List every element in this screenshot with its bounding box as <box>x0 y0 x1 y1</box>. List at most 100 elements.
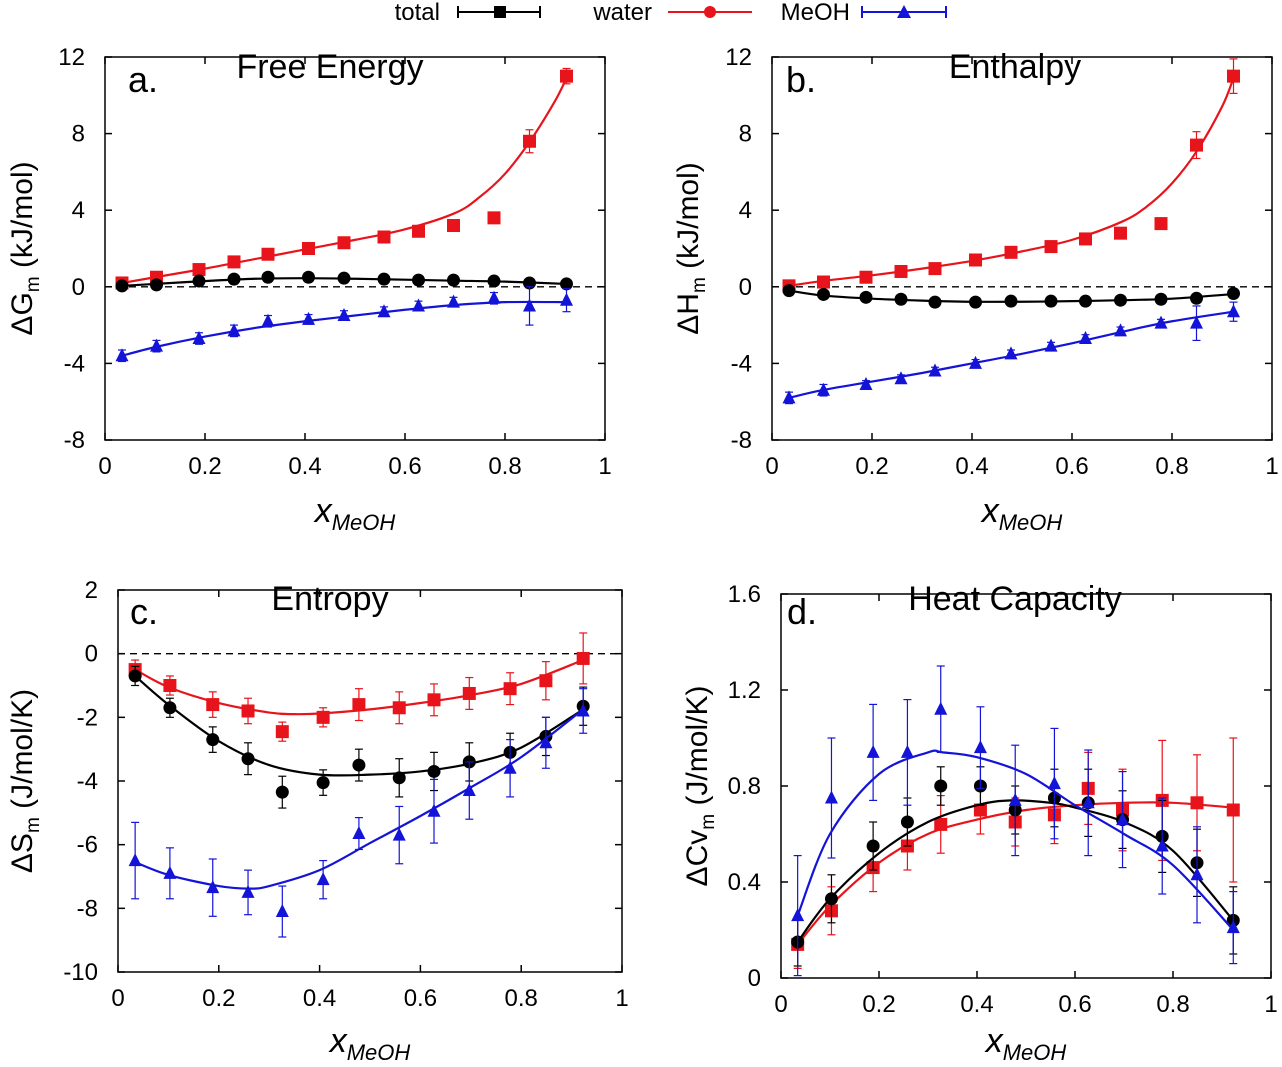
x-tick-label: 0 <box>774 991 787 1018</box>
data-point-total <box>150 278 163 292</box>
fit-line-water <box>796 801 1234 946</box>
data-point-meoh <box>377 304 391 318</box>
y-tick-label: -4 <box>64 350 85 377</box>
data-point-total <box>859 290 873 304</box>
legend-entry-total: total <box>395 0 541 26</box>
x-tick-label: 0.4 <box>955 453 988 480</box>
data-point-meoh <box>523 298 536 312</box>
x-tick-label: 0.2 <box>202 985 235 1012</box>
data-point-total <box>1114 293 1127 307</box>
data-point-water <box>337 236 351 250</box>
y-tick-label: -6 <box>77 832 98 859</box>
plot-frame <box>117 589 623 973</box>
data-point-meoh <box>560 292 573 306</box>
data-point-water <box>163 679 177 692</box>
data-point-meoh <box>206 880 220 894</box>
data-point-meoh <box>163 865 177 879</box>
data-point-meoh <box>447 294 460 308</box>
y-tick-label: -8 <box>731 427 752 454</box>
y-tick-label: 0 <box>72 274 85 301</box>
y-tick-label: -10 <box>63 959 98 986</box>
y-tick-label: 0 <box>739 274 752 301</box>
data-point-total <box>487 274 501 288</box>
data-point-meoh <box>1114 323 1127 337</box>
data-point-meoh <box>115 348 129 362</box>
data-point-total <box>560 277 573 291</box>
x-tick-label: 0.6 <box>1058 991 1091 1018</box>
data-point-total <box>894 292 908 306</box>
data-point-total <box>412 273 425 287</box>
data-point-total <box>1154 292 1168 306</box>
legend-marker-total <box>494 6 506 18</box>
data-point-total <box>1044 294 1058 308</box>
y-tick-label: -2 <box>77 704 98 731</box>
data-point-meoh <box>352 826 366 840</box>
x-axis-title: xMeOH <box>313 492 396 535</box>
data-point-meoh <box>1190 315 1203 329</box>
series-total <box>791 766 1240 967</box>
data-point-water <box>1190 138 1203 152</box>
x-tick-label: 0.8 <box>1155 453 1188 480</box>
data-point-total <box>900 815 914 829</box>
data-point-water <box>1004 245 1018 259</box>
data-point-meoh <box>192 331 206 345</box>
series-total <box>115 270 573 293</box>
panel-letter: b. <box>786 59 816 100</box>
data-point-meoh <box>934 701 948 715</box>
series-meoh <box>128 688 590 938</box>
data-point-total <box>275 785 289 799</box>
legend-entry-meoh: MeOH <box>781 0 947 26</box>
series-total <box>782 284 1240 309</box>
data-point-meoh <box>227 323 241 337</box>
data-point-water <box>523 134 536 148</box>
x-tick-label: 1 <box>615 985 628 1012</box>
y-axis-title: ΔSm (J/mol/K) <box>6 689 44 873</box>
data-point-total <box>427 764 441 778</box>
data-point-meoh <box>412 298 425 312</box>
legend-label-meoh: MeOH <box>781 0 850 26</box>
data-point-meoh <box>487 290 501 304</box>
legend-label-total: total <box>395 0 440 26</box>
data-point-total <box>337 271 351 285</box>
data-point-water <box>1227 69 1240 83</box>
data-point-water <box>503 682 517 696</box>
fit-line-meoh <box>796 749 1235 931</box>
data-point-total <box>392 771 406 785</box>
data-point-meoh <box>150 338 163 352</box>
fit-line-meoh <box>134 708 584 890</box>
data-point-meoh <box>576 703 590 717</box>
data-point-meoh <box>928 363 942 377</box>
data-point-meoh <box>1154 315 1168 329</box>
x-tick-label: 0.6 <box>404 985 437 1012</box>
data-point-meoh <box>894 371 908 385</box>
data-point-water <box>427 693 441 707</box>
y-tick-label: 4 <box>739 197 752 224</box>
data-point-water <box>859 270 873 284</box>
y-tick-label: -4 <box>731 350 752 377</box>
data-point-total <box>192 274 206 288</box>
x-tick-label: 0 <box>765 453 778 480</box>
data-point-meoh <box>503 760 517 774</box>
legend-entry-water: water <box>592 0 752 26</box>
data-point-water <box>392 701 406 715</box>
panel-title: Entropy <box>271 580 388 618</box>
data-point-water <box>1226 803 1240 817</box>
x-tick-label: 0.2 <box>862 991 895 1018</box>
data-point-water <box>316 710 330 724</box>
data-point-total <box>128 669 142 683</box>
series-total <box>128 665 590 809</box>
x-tick-label: 0.4 <box>288 453 321 480</box>
data-point-meoh <box>1226 920 1240 934</box>
x-axis-title: xMeOH <box>984 1022 1067 1065</box>
data-point-water <box>576 651 590 665</box>
data-point-meoh <box>1008 792 1022 806</box>
fit-line-meoh <box>121 300 567 357</box>
data-point-meoh <box>302 311 315 325</box>
y-tick-label: 0.4 <box>728 869 761 896</box>
plot-frame <box>104 56 606 441</box>
data-point-water <box>206 698 220 712</box>
x-tick-label: 1 <box>1265 453 1278 480</box>
panel-heat-capacity: 0 0.2 0.4 0.6 0.8 1 0 0.4 0.8 1.2 1.6 d. Heat Capaci… <box>681 580 1278 1065</box>
panel-entropy: 0 0.2 0.4 0.6 0.8 1 -10 -8 -6 -4 -2 0 2 c. Entropy xMeO… <box>6 577 629 1065</box>
data-point-water <box>462 686 476 700</box>
